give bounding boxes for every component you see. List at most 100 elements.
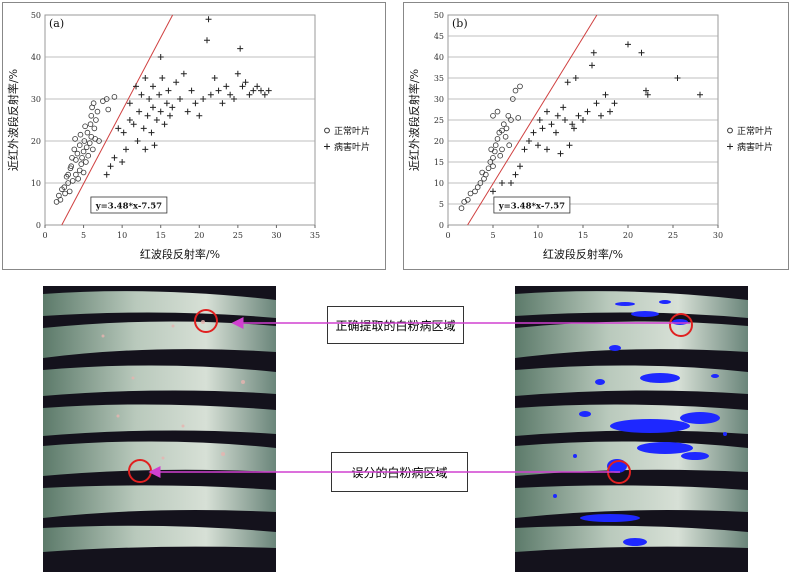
data-point-diseased [219,100,226,107]
data-point-normal [458,205,465,212]
detected-mildew-regions [553,300,727,546]
data-point-diseased [133,83,140,90]
data-point-normal [78,161,85,167]
data-point-diseased [200,96,207,102]
data-point-diseased [107,163,114,170]
data-point-normal [506,142,512,149]
legend-label: 正常叶片 [737,125,773,137]
data-point-normal [66,188,73,195]
data-point-normal [90,100,97,106]
data-point-normal [512,87,519,94]
data-point-diseased [159,75,166,81]
data-point-normal [71,146,78,153]
data-point-normal [81,138,88,144]
y-tick-label: 20 [31,137,41,146]
data-point-diseased [165,87,172,94]
callout-correct-region: 正确提取的白粉病区域 [327,306,464,344]
data-point-normal [62,190,68,197]
x-axis-label: 红波段反射率/% [543,247,623,261]
data-point-diseased [146,96,153,102]
leaf-photo-classified-drawing [515,286,748,572]
data-point-diseased [123,146,129,153]
data-point-diseased [539,125,546,132]
data-point-diseased [644,91,651,98]
data-point-diseased [602,91,609,98]
data-point-normal [485,165,492,172]
data-point-normal [477,180,484,186]
data-point-normal [461,199,467,205]
data-point-diseased [246,91,253,98]
data-point-diseased [530,129,537,136]
data-point-normal [67,165,74,172]
data-point-diseased [188,87,195,94]
data-point-diseased [120,129,127,136]
y-tick-label: 40 [434,53,444,62]
data-point-diseased [697,91,703,98]
data-point-diseased [151,142,158,149]
data-point-normal [494,136,501,142]
data-point-diseased [580,117,586,123]
chart-panel-b: 0 5 10 15 20 25 30 35 40 45 50 0 5 10 15 20 25 30 (b) y=3.4… [403,2,789,270]
data-point-normal [505,113,512,119]
data-point-diseased [554,112,561,119]
data-point-normal [73,157,79,163]
y-tick-label: 0 [439,221,444,230]
data-point-diseased [196,112,203,119]
data-point-diseased [598,112,604,119]
x-tick-label: 30 [271,231,281,240]
data-point-diseased [150,104,156,111]
highlight-circle-correct-classified [669,313,693,337]
data-point-diseased [134,138,141,144]
data-point-diseased [564,79,571,86]
data-point-diseased [177,96,183,102]
chart-panel-a: 0 10 20 30 40 50 0 5 10 15 20 25 30 35 (a) y=3.48*x-7.5… [2,2,386,270]
data-point-diseased [144,112,151,119]
data-point-normal [73,171,79,178]
data-point-diseased [638,49,645,56]
data-point-diseased [254,83,261,90]
x-tick-label: 25 [668,231,678,240]
x-tick-label: 15 [156,231,166,240]
leaf-photo-original [43,286,276,572]
data-point-diseased [142,75,149,81]
x-tick-label: 0 [445,231,450,240]
data-point-diseased [643,87,649,94]
y-tick-label: 30 [31,95,41,104]
data-point-normal [492,142,499,149]
data-point-diseased [126,117,133,123]
panel-label: (a) [49,17,64,30]
data-point-diseased [490,188,496,195]
x-tick-label: 5 [490,231,495,240]
highlight-circle-correct-original [194,309,218,333]
data-point-diseased [237,45,244,52]
panel-label: (b) [452,17,468,30]
data-point-diseased [517,163,523,170]
y-tick-label: 40 [31,53,41,62]
x-axis-label: 红波段反射率/% [140,247,220,261]
x-tick-label: 25 [233,231,243,240]
fit-line [467,14,598,226]
data-point-diseased [156,91,163,98]
x-tick-label: 10 [117,231,127,240]
data-point-normal [490,155,496,161]
data-point-diseased [548,121,555,128]
data-point-normal [492,148,498,155]
data-point-diseased [535,142,541,149]
data-point-diseased [521,146,528,153]
fit-line [61,14,174,226]
data-point-normal [490,113,496,119]
data-point-diseased [560,104,567,111]
data-point-diseased [130,121,137,128]
data-point-normal [499,127,505,134]
data-point-diseased [227,91,234,98]
data-point-diseased [265,87,272,94]
data-point-normal [75,176,81,182]
data-point-diseased [250,87,257,94]
legend-marker-diseased [324,143,330,150]
x-tick-label: 20 [623,231,633,240]
data-point-normal [464,197,471,203]
data-point-diseased [512,171,519,178]
data-point-diseased [536,117,543,123]
data-point-normal [510,96,516,102]
data-point-diseased [571,125,577,132]
